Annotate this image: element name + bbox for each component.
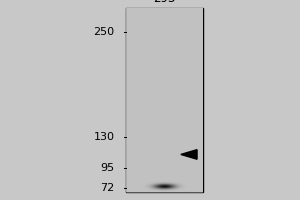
Text: 130: 130: [94, 132, 115, 142]
Text: 72: 72: [100, 183, 115, 193]
Text: 293: 293: [154, 0, 176, 5]
Polygon shape: [181, 150, 197, 159]
Text: 250: 250: [94, 27, 115, 37]
Bar: [150, 8, 179, 192]
Bar: [127, 8, 203, 192]
Text: 95: 95: [100, 163, 115, 173]
